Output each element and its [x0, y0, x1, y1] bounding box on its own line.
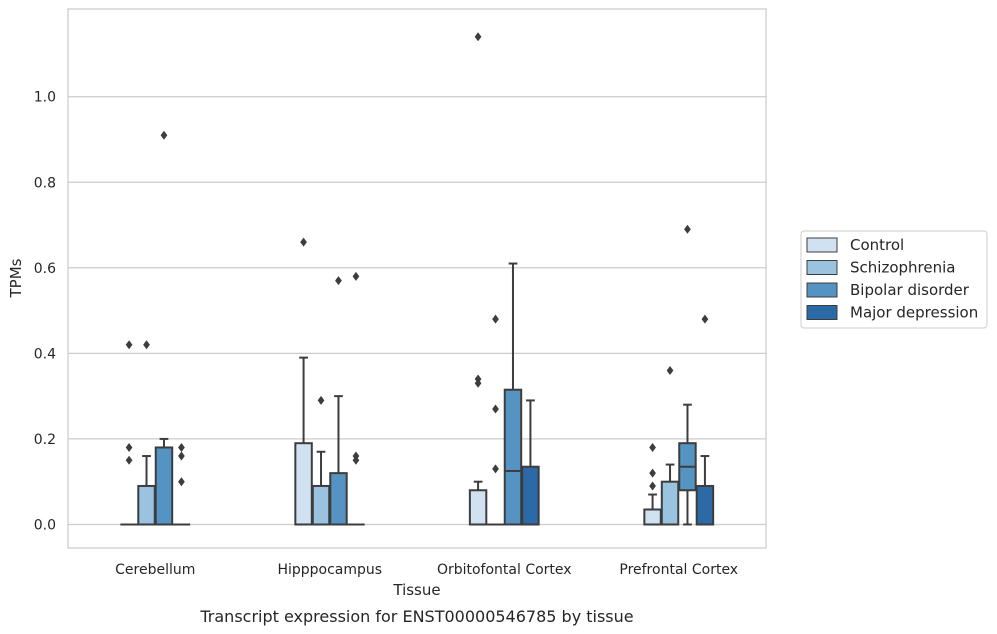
box-1-3	[347, 271, 365, 526]
legend-label: Major depression	[850, 304, 978, 322]
x-tick-label: Prefrontal Cortex	[619, 562, 738, 578]
box-body	[294, 442, 313, 526]
y-axis-label: TPMs	[7, 258, 25, 298]
outlier-point	[666, 365, 674, 375]
box-1-2	[329, 276, 348, 526]
outlier-point	[335, 276, 342, 286]
box-body	[468, 489, 488, 526]
outlier-point	[143, 340, 150, 350]
legend-label: Schizophrenia	[850, 259, 955, 277]
box-body	[311, 484, 331, 526]
legend-frame	[800, 230, 988, 329]
outlier-point	[178, 442, 185, 452]
box-0-0	[120, 340, 138, 526]
outlier-point	[474, 378, 482, 388]
outlier-point	[125, 442, 133, 452]
box-3-3	[695, 314, 715, 526]
box-body	[154, 446, 174, 526]
outlier-point	[300, 237, 307, 247]
legend-swatch	[806, 282, 838, 298]
outlier-point	[492, 464, 499, 474]
outlier-point	[701, 314, 709, 324]
box-0-1	[137, 340, 156, 526]
outlier-point	[125, 340, 133, 350]
y-tick-label: 1.0	[34, 90, 56, 106]
box-2-0	[468, 32, 488, 526]
outlier-point	[649, 481, 656, 491]
legend-label: Control	[850, 236, 904, 254]
box-body	[643, 508, 662, 526]
boxes	[120, 32, 715, 526]
chart-caption: Transcript expression for ENST0000054678…	[199, 607, 633, 626]
outlier-point	[649, 468, 656, 478]
box-3-0	[643, 442, 662, 526]
outlier-point	[317, 395, 325, 405]
legend-swatch	[806, 237, 838, 253]
box-body	[695, 484, 715, 526]
box-0-3	[172, 442, 191, 526]
x-tick-label: Hipppocampus	[277, 562, 382, 578]
plot-frame	[67, 8, 767, 549]
outlier-point	[474, 32, 482, 42]
outlier-point	[352, 271, 360, 281]
x-tick-labels: Cerebellum Hipppocampus Orbitofontal Corte…	[115, 562, 738, 578]
box-body	[521, 465, 540, 526]
outlier-point	[492, 404, 499, 414]
outlier-point	[649, 442, 656, 452]
x-tick-label: Orbitofontal Cortex	[437, 562, 572, 578]
y-tick-label: 0.0	[34, 517, 56, 533]
box-2-3	[521, 399, 540, 526]
legend-swatch	[806, 260, 838, 275]
box-3-2	[678, 224, 697, 526]
outlier-point	[160, 130, 168, 140]
legend: Control Schizophrenia Bipolar disorder Majo…	[800, 230, 988, 329]
outlier-point	[352, 455, 360, 465]
y-tick-label: 0.8	[34, 175, 56, 191]
y-tick-label: 0.6	[34, 261, 56, 277]
y-tick-label: 0.4	[34, 346, 56, 362]
box-body	[137, 484, 156, 526]
box-1-0	[294, 237, 313, 526]
outlier-point	[125, 455, 133, 465]
box-body	[660, 480, 680, 526]
box-2-1	[486, 314, 505, 526]
legend-label: Bipolar disorder	[850, 281, 970, 299]
y-tick-labels: 0.0 0.2 0.4 0.6 0.8 1.0	[34, 90, 56, 534]
box-2-2	[503, 262, 523, 526]
outlier-point	[684, 224, 691, 234]
legend-swatch	[806, 305, 838, 320]
x-tick-label: Cerebellum	[115, 562, 195, 578]
box-1-1	[311, 395, 331, 526]
box-body	[329, 472, 348, 526]
box-0-2	[154, 130, 174, 526]
outlier-point	[492, 314, 499, 324]
outlier-point	[178, 451, 185, 461]
outlier-point	[178, 477, 185, 487]
y-tick-label: 0.2	[34, 432, 56, 448]
box-3-1	[660, 365, 680, 526]
x-axis-label: Tissue	[392, 581, 440, 599]
box-body	[503, 388, 523, 526]
